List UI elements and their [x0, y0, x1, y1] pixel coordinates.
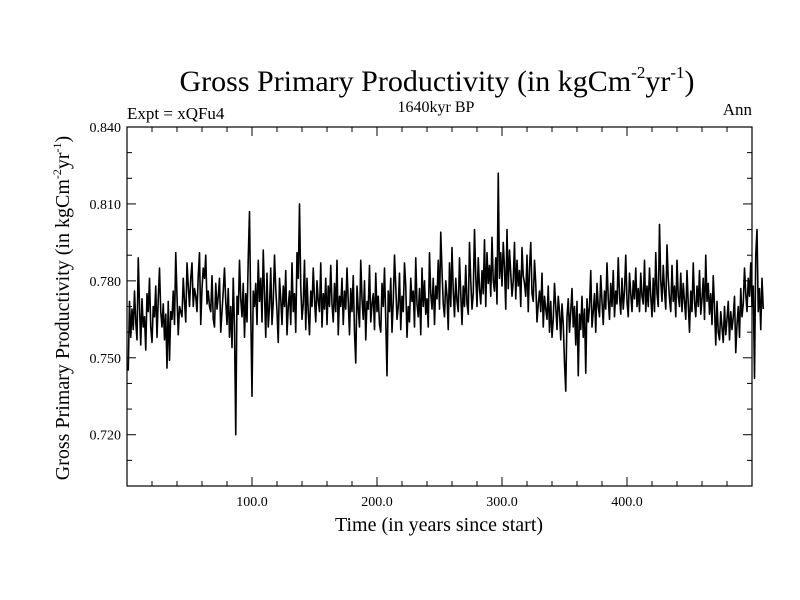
x-axis-label: Time (in years since start): [335, 514, 543, 536]
y-axis-label-text: Gross Primary Productivity (in kgCm: [52, 179, 74, 481]
axes: 100.0 200.0 300.0 400.0 0.720 0.750 0.780 0.810…: [90, 121, 752, 510]
x-tick-label: 400.0: [611, 495, 643, 510]
series-line-gpp: [127, 172, 765, 436]
y-tick-label: 0.780: [90, 275, 122, 290]
season-label: Ann: [723, 100, 753, 119]
chart-title: Gross Primary Productivity (in kgCm-2yr-…: [180, 63, 695, 98]
series-layer: [127, 172, 765, 436]
y-axis-label-end: ): [52, 136, 74, 143]
y-tick-label: 0.810: [90, 198, 122, 213]
period-label: 1640kyr BP: [398, 99, 475, 116]
y-tick-label: 0.840: [90, 121, 122, 136]
x-tick-label: 300.0: [486, 495, 518, 510]
x-tick-label: 200.0: [361, 495, 393, 510]
chart-title-text: Gross Primary Productivity (in kgCm: [180, 65, 632, 98]
y-axis-label-sup2: -1: [50, 142, 64, 152]
chart-title-sup1: -2: [631, 63, 645, 82]
y-tick-label: 0.750: [90, 352, 122, 367]
y-axis-label: Gross Primary Productivity (in kgCm-2yr-…: [50, 136, 74, 480]
chart-title-sup2: -1: [670, 63, 684, 82]
experiment-label: Expt = xQFu4: [127, 104, 225, 123]
y-tick-label: 0.720: [90, 429, 122, 444]
y-axis-label-mid: yr: [52, 152, 74, 169]
plot-frame: [126, 126, 753, 487]
chart-title-end: ): [685, 65, 695, 98]
chart-title-mid: yr: [645, 65, 670, 98]
y-axis-label-sup1: -2: [50, 169, 64, 179]
x-tick-label: 100.0: [236, 495, 268, 510]
